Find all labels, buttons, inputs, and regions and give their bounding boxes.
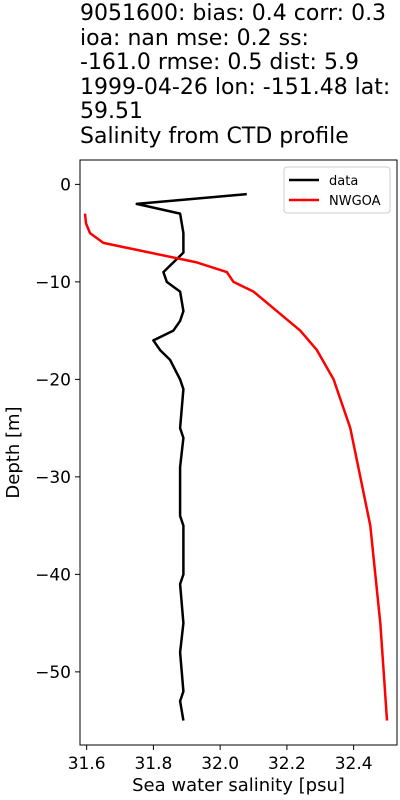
x-tick-label: 32.4 [335,754,373,774]
legend-label-nwgoa: NWGOA [329,194,381,209]
x-tick-label: 32.0 [201,754,239,774]
plot-frame [79,159,398,746]
y-tick-label: −20 [35,370,71,390]
x-tick-label: 32.2 [268,754,306,774]
series-line-nwgoa [83,213,389,721]
x-tick-label: 31.8 [134,754,172,774]
x-axis-label: Sea water salinity [psu] [132,775,345,796]
legend-label-data: data [329,174,358,189]
title-line-2: ioa: nan mse: 0.2 ss: [80,25,309,51]
title-line-6: Salinity from CTD profile [80,123,349,149]
x-tick-label: 31.6 [68,754,106,774]
chart-title: 9051600: bias: 0.4 corr: 0.3 ioa: nan ms… [80,1,398,149]
y-tick-label: 0 [60,175,71,195]
y-tick-label: −50 [35,663,71,683]
legend: data NWGOA [283,166,391,214]
y-tick-label: −10 [35,273,71,293]
y-axis-label: Depth [m] [3,406,24,498]
series-line-data [135,192,247,721]
y-tick-label: −30 [35,468,71,488]
series-layer [83,192,389,721]
title-line-3: -161.0 rmse: 0.5 dist: 5.9 [80,50,359,75]
title-line-1: 9051600: bias: 0.4 corr: 0.3 [80,1,387,26]
ticks-layer: 31.6 31.8 32.0 32.2 32.4 0 −10 −20 −30 −40 −50 [35,175,372,774]
title-line-4: 1999-04-26 lon: -151.48 lat: [80,74,391,100]
y-tick-label: −40 [35,565,71,585]
legend-box [283,166,391,214]
title-line-5: 59.51 [80,99,143,124]
